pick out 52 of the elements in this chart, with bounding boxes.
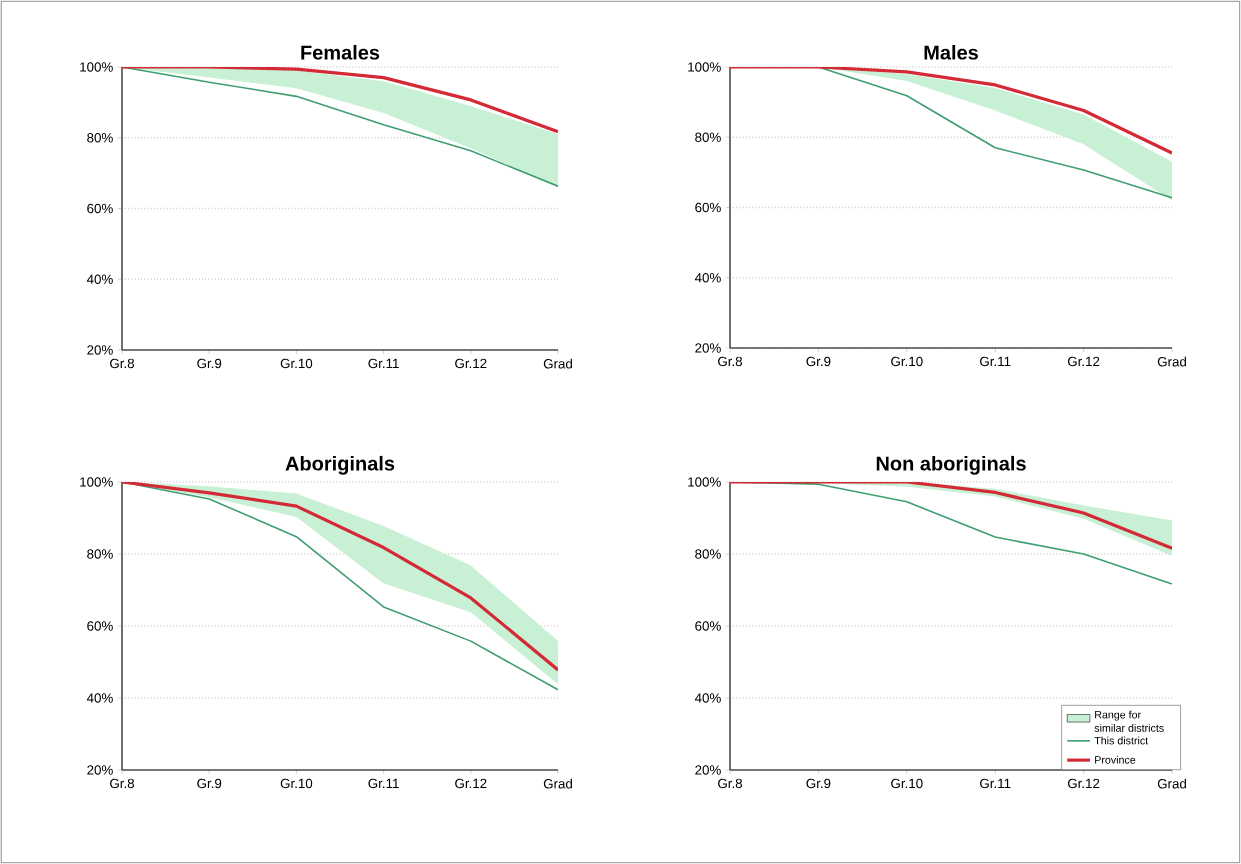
y-tick-label: 100%: [688, 477, 721, 487]
x-tick-label: Gr.11: [980, 356, 1011, 367]
y-tick-label: 20%: [695, 765, 721, 775]
x-tick-label: Gr.9: [806, 356, 831, 367]
chart-title: Non aboriginals: [876, 455, 1026, 475]
x-tick-label: Gr.11: [368, 358, 399, 369]
legend-label: Province: [1095, 755, 1136, 764]
y-tick-label: 60%: [87, 203, 113, 214]
y-tick-label: 60%: [695, 202, 721, 213]
x-tick-label: Gr.9: [806, 778, 831, 789]
y-tick-label: 60%: [695, 621, 721, 631]
y-tick-label: 80%: [695, 132, 721, 142]
chart-title: Males: [924, 44, 978, 60]
y-tick-label: 20%: [695, 343, 721, 353]
x-tick-label: Gr.10: [891, 356, 923, 367]
x-tick-label: Gr.11: [980, 778, 1011, 789]
y-tick-label: 40%: [86, 274, 113, 284]
x-tick-label: Gr.12: [455, 358, 487, 369]
legend-label: Range for similar districts: [1094, 710, 1164, 732]
y-tick-label: 60%: [87, 621, 113, 631]
x-tick-label: Grad: [543, 358, 572, 369]
y-tick-label: 100%: [688, 62, 721, 72]
x-tick-label: Gr.11: [368, 778, 399, 789]
y-tick-label: 80%: [695, 549, 721, 559]
y-tick-label: 20%: [87, 345, 113, 355]
chart-title: Aboriginals: [285, 455, 395, 475]
y-tick-label: 40%: [694, 693, 721, 703]
x-tick-label: Grad: [543, 778, 572, 789]
y-tick-label: 40%: [86, 693, 113, 703]
y-tick-label: 80%: [87, 133, 113, 143]
chart-title: Females: [301, 44, 380, 60]
x-tick-label: Gr.8: [110, 358, 135, 369]
x-tick-label: Gr.9: [197, 358, 222, 369]
x-tick-label: Grad: [1157, 778, 1186, 789]
x-tick-label: Gr.9: [197, 778, 222, 789]
x-tick-label: Gr.12: [455, 778, 487, 789]
x-tick-label: Gr.10: [280, 358, 313, 369]
x-tick-label: Gr.10: [280, 778, 313, 789]
x-tick-label: Gr.12: [1067, 778, 1100, 789]
y-tick-label: 20%: [87, 765, 113, 775]
line-series: [122, 67, 558, 134]
x-tick-label: Gr.8: [718, 778, 743, 789]
x-tick-label: Gr.10: [891, 778, 923, 789]
y-tick-label: 100%: [80, 62, 113, 72]
y-tick-label: 40%: [694, 273, 721, 283]
x-tick-label: Gr.12: [1067, 356, 1100, 367]
x-tick-label: Gr.8: [718, 356, 743, 367]
x-tick-label: Grad: [1157, 356, 1186, 367]
legend-label: This district: [1094, 736, 1149, 745]
x-tick-label: Gr.8: [110, 778, 135, 789]
y-tick-label: 80%: [87, 549, 113, 559]
y-tick-label: 100%: [80, 477, 113, 487]
